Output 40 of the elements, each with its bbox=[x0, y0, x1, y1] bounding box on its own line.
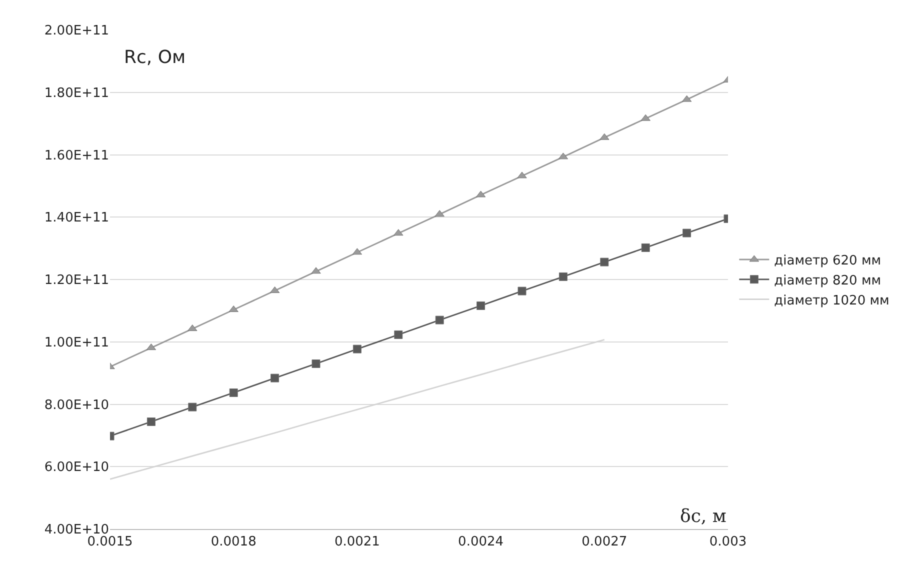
point bbox=[229, 388, 238, 397]
x-tick-label: 0.0027 bbox=[582, 534, 628, 550]
point bbox=[682, 228, 692, 238]
legend-label: діаметр 820 мм bbox=[774, 273, 882, 288]
point bbox=[518, 286, 526, 296]
point bbox=[188, 324, 198, 332]
x-tick-label: 0.003 bbox=[709, 534, 747, 550]
point bbox=[600, 133, 610, 140]
point bbox=[517, 172, 527, 178]
y-axis-title: Rc, Ом bbox=[124, 47, 186, 68]
x-tick-label: 0.0021 bbox=[334, 534, 380, 550]
point bbox=[352, 344, 362, 354]
point bbox=[641, 243, 650, 252]
legend-label: діаметр 620 мм bbox=[774, 254, 882, 269]
y-tick-label: 1.80E+11 bbox=[44, 86, 109, 101]
y-tick-label: 1.40E+11 bbox=[44, 210, 109, 226]
x-axis-title: δс, м bbox=[680, 506, 726, 527]
x-tick-label: 0.0018 bbox=[210, 534, 256, 550]
y-tick-label: 6.00E+10 bbox=[44, 460, 109, 476]
point bbox=[311, 267, 321, 274]
point bbox=[434, 210, 444, 217]
point bbox=[435, 316, 444, 324]
point bbox=[188, 402, 197, 412]
point bbox=[270, 374, 280, 382]
x-tick-label: 0.0024 bbox=[458, 534, 504, 550]
point bbox=[476, 301, 486, 310]
point bbox=[558, 272, 568, 281]
point bbox=[640, 114, 650, 121]
x-tick-label: 0.0015 bbox=[87, 534, 133, 550]
point bbox=[146, 417, 156, 426]
y-tick-label: 2.00E+11 bbox=[44, 24, 109, 39]
y-tick-label: 8.00E+10 bbox=[44, 398, 109, 413]
point bbox=[394, 229, 404, 236]
point bbox=[312, 359, 320, 368]
point bbox=[600, 258, 609, 266]
y-tick-label: 1.20E+11 bbox=[44, 273, 109, 288]
legend-label: діаметр 1020 мм bbox=[774, 293, 890, 308]
y-tick-label: 1.00E+11 bbox=[44, 335, 109, 350]
y-tick-label: 1.60E+11 bbox=[44, 148, 109, 164]
point bbox=[394, 330, 403, 339]
